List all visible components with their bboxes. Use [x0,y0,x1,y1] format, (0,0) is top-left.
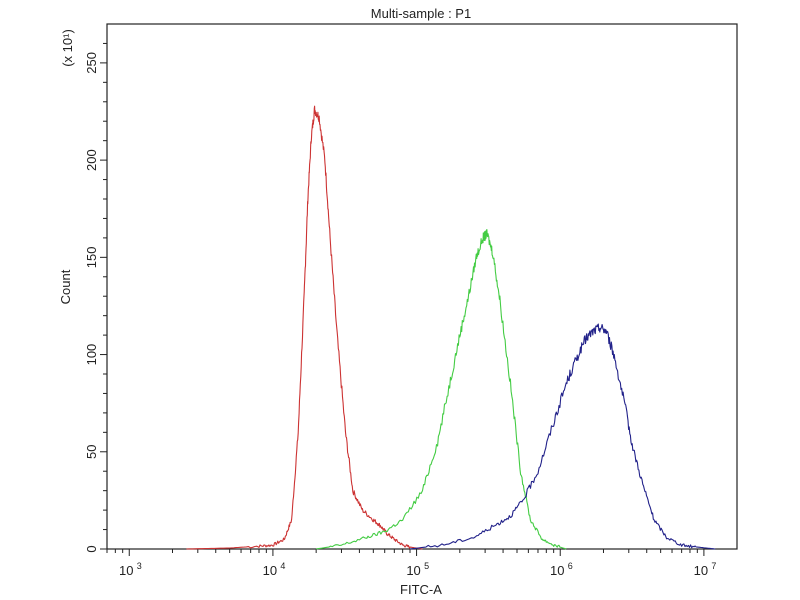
svg-text:10: 10 [694,563,708,578]
x-tick-label: 10 6 [550,561,573,578]
y-axis-label: Count [58,269,73,304]
svg-text:4: 4 [280,561,285,571]
x-tick-label: 10 4 [263,561,286,578]
series-line-3 [409,323,716,550]
svg-text:10: 10 [406,563,420,578]
y-tick-label: 250 [84,52,99,74]
svg-text:10: 10 [119,563,133,578]
series-group [186,105,716,550]
y-axis-multiplier: (x 10¹) [60,29,75,67]
svg-text:7: 7 [711,561,716,571]
y-tick-label: 200 [84,149,99,171]
y-tick-label: 100 [84,344,99,366]
x-axis: 10 3 10 4 10 5 10 6 10 7 [106,549,717,578]
chart-title: Multi-sample : P1 [371,6,471,21]
x-tick-label: 10 7 [694,561,717,578]
plot-frame [106,23,738,550]
y-tick-label: 0 [84,545,99,552]
y-tick-label: 150 [84,246,99,268]
svg-text:6: 6 [568,561,573,571]
x-tick-label: 10 5 [406,561,429,578]
y-axis: 0 50 100 150 200 250 [84,42,107,553]
x-tick-label: 10 3 [119,561,142,578]
x-axis-label: FITC-A [400,582,442,597]
series-line-1 [186,105,423,550]
svg-text:5: 5 [424,561,429,571]
svg-text:3: 3 [137,561,142,571]
y-tick-label: 50 [84,445,99,459]
series-line-2 [316,229,567,550]
svg-text:10: 10 [550,563,564,578]
svg-text:10: 10 [263,563,277,578]
